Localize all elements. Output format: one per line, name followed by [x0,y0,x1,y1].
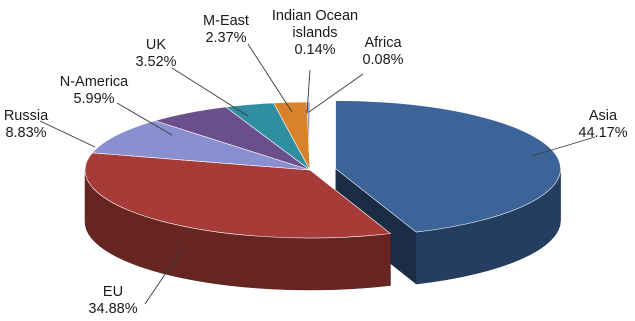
leader-line-indian-ocean-islands [306,69,311,114]
slice-label-value-indian-ocean-islands: 0.14% [294,42,335,58]
leader-line-n-america [116,102,173,136]
slice-label-eu: EU 34.88% [88,284,137,317]
slice-label-name-indian-ocean-islands: Indian Ocean [272,8,358,24]
leader-line-africa [308,73,364,113]
slice-label-m-east: M-East 2.37% [203,13,249,46]
slice-label-name-africa: Africa [364,35,402,51]
slice-label-value-uk: 3.52% [135,54,176,70]
slice-label-asia: Asia 44.17% [578,108,627,141]
slice-label-value-eu: 34.88% [88,301,137,317]
slice-label-name-n-america: N-America [60,74,129,90]
leader-line-russia [39,120,96,148]
slice-labels: Asia 44.17% EU 34.88% Russia 8.83% N-America 5.… [4,8,628,317]
slice-label-n-america: N-America 5.99% [60,74,129,107]
slice-label-africa: Africa 0.08% [362,35,403,68]
pie-slice-africa [308,101,311,171]
slice-label-russia: Russia 8.83% [4,108,49,141]
slice-tops [84,100,561,239]
slice-label-name-uk: UK [146,37,166,53]
pie-slice-russia [91,120,311,171]
slice-label-value-m-east: 2.37% [205,30,246,46]
slice-label-value-n-america: 5.99% [73,91,114,107]
slice-label-uk: UK 3.52% [135,37,176,70]
pie-slice-eu [84,152,392,239]
leader-line-m-east [247,43,293,113]
slice-label-name-eu: EU [103,284,123,300]
pie-slice-asia [335,100,561,233]
slice-label-indian-ocean-islands: Indian Ocean islands 0.14% [272,8,358,58]
leader-line-eu [144,245,185,305]
leader-line-uk [171,67,249,117]
slice-label-name-asia: Asia [589,108,618,124]
leader-line-asia [531,136,596,157]
slice-label-name-russia: Russia [4,108,49,124]
slice-label-name-m-east: M-East [203,13,249,29]
slice-label-name-indian-ocean-islands: islands [292,25,337,41]
slice-label-value-asia: 44.17% [578,125,627,141]
slice-label-value-russia: 8.83% [5,125,46,141]
slice-label-value-africa: 0.08% [362,52,403,68]
leader-lines [39,43,596,305]
